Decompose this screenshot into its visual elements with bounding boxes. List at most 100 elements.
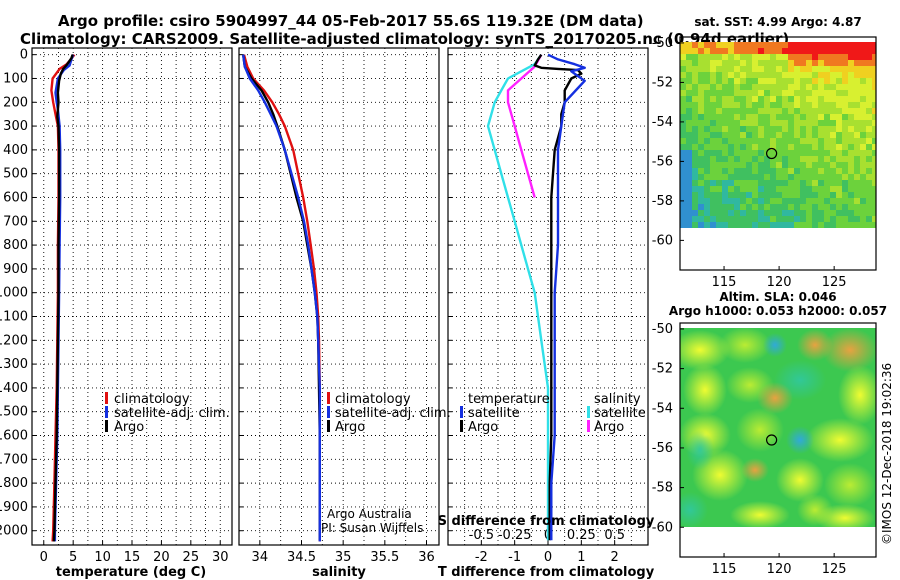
sst-cell (740, 186, 746, 192)
sst-cell (806, 102, 812, 108)
sst-cell (866, 156, 872, 162)
sst-cell (686, 102, 692, 108)
sst-cell (866, 198, 872, 204)
sst-cell (836, 222, 842, 228)
salinity-series-climatology (242, 54, 321, 542)
sst-cell (716, 138, 722, 144)
sst-cell (848, 42, 854, 48)
sst-cell (722, 72, 728, 78)
sst-cell (866, 108, 872, 114)
sst-cell (806, 78, 812, 84)
sst-cell (854, 120, 860, 126)
sst-cell (872, 66, 876, 72)
sst-cell (734, 144, 740, 150)
sst-cell (794, 42, 800, 48)
temperature-legend: climatology satellite-adj. clim. Argo (105, 392, 230, 435)
sst-cell (806, 126, 812, 132)
x-tick-label: 35 (335, 550, 352, 565)
sst-cell (782, 168, 788, 174)
sst-cell (812, 138, 818, 144)
sst-cell (740, 192, 746, 198)
sst-cell (848, 222, 854, 228)
sla-anomaly (757, 382, 793, 414)
sst-cell (836, 144, 842, 150)
sst-cell (698, 192, 704, 198)
sst-cell (758, 78, 764, 84)
sst-cell (776, 192, 782, 198)
sst-cell (716, 186, 722, 192)
sst-cell (686, 180, 692, 186)
sst-cell (806, 60, 812, 66)
sst-cell (824, 78, 830, 84)
sst-cell (800, 108, 806, 114)
sst-cell (794, 132, 800, 138)
sst-cell (770, 132, 776, 138)
map-lat-label: -58 (652, 481, 673, 496)
sst-cell (716, 132, 722, 138)
sst-cell (692, 186, 698, 192)
sla-anomaly (741, 458, 769, 482)
sst-cell (854, 78, 860, 84)
sst-cell (788, 78, 794, 84)
sst-cell (866, 78, 872, 84)
sla-anomaly (806, 418, 874, 462)
sst-cell (746, 114, 752, 120)
sst-cell (722, 114, 728, 120)
sst-cell (794, 90, 800, 96)
sst-cell (734, 192, 740, 198)
sst-cell (686, 174, 692, 180)
sst-cell (698, 180, 704, 186)
sst-cell (680, 48, 686, 54)
map-lat-label: -52 (652, 75, 673, 90)
sst-cell (680, 84, 686, 90)
sst-cell (800, 78, 806, 84)
sst-cell (734, 156, 740, 162)
sst-cell (686, 84, 692, 90)
sst-cell (740, 198, 746, 204)
sst-cell (740, 48, 746, 54)
sst-cell (770, 54, 776, 60)
sst-cell (752, 168, 758, 174)
sst-cell (776, 162, 782, 168)
sst-cell (692, 78, 698, 84)
sst-cell (818, 84, 824, 90)
pressure-tick-label: 400 (3, 143, 28, 158)
sst-cell (818, 66, 824, 72)
sst-cell (686, 210, 692, 216)
sst-cell (782, 192, 788, 198)
sst-cell (770, 216, 776, 222)
sst-cell (776, 216, 782, 222)
sst-cell (812, 204, 818, 210)
sst-cell (794, 192, 800, 198)
sst-cell (770, 150, 776, 156)
sst-cell (722, 204, 728, 210)
sst-cell (860, 174, 866, 180)
sst-cell (722, 174, 728, 180)
sst-cell (794, 150, 800, 156)
legend-swatch-argo (105, 420, 108, 432)
sst-cell (722, 66, 728, 72)
sst-cell (680, 168, 686, 174)
sst-cell (866, 114, 872, 120)
sst-cell (698, 162, 704, 168)
sst-cell (692, 102, 698, 108)
sst-cell (824, 96, 830, 102)
sst-cell (722, 198, 728, 204)
sst-cell (848, 168, 854, 174)
sst-cell (800, 168, 806, 174)
grid-layer (32, 48, 648, 545)
sst-cell (782, 96, 788, 102)
sst-cell (794, 60, 800, 66)
x-tick-label: 20 (153, 550, 170, 565)
pressure-tick-label: 100 (3, 71, 28, 86)
sst-cell (776, 114, 782, 120)
sst-cell (842, 102, 848, 108)
sst-cell (680, 138, 686, 144)
sst-cell (752, 54, 758, 60)
sst-cell (746, 126, 752, 132)
sst-cell (710, 60, 716, 66)
sst-cell (800, 180, 806, 186)
sst-cell (866, 186, 872, 192)
sst-cell (860, 66, 866, 72)
sst-cell (842, 174, 848, 180)
